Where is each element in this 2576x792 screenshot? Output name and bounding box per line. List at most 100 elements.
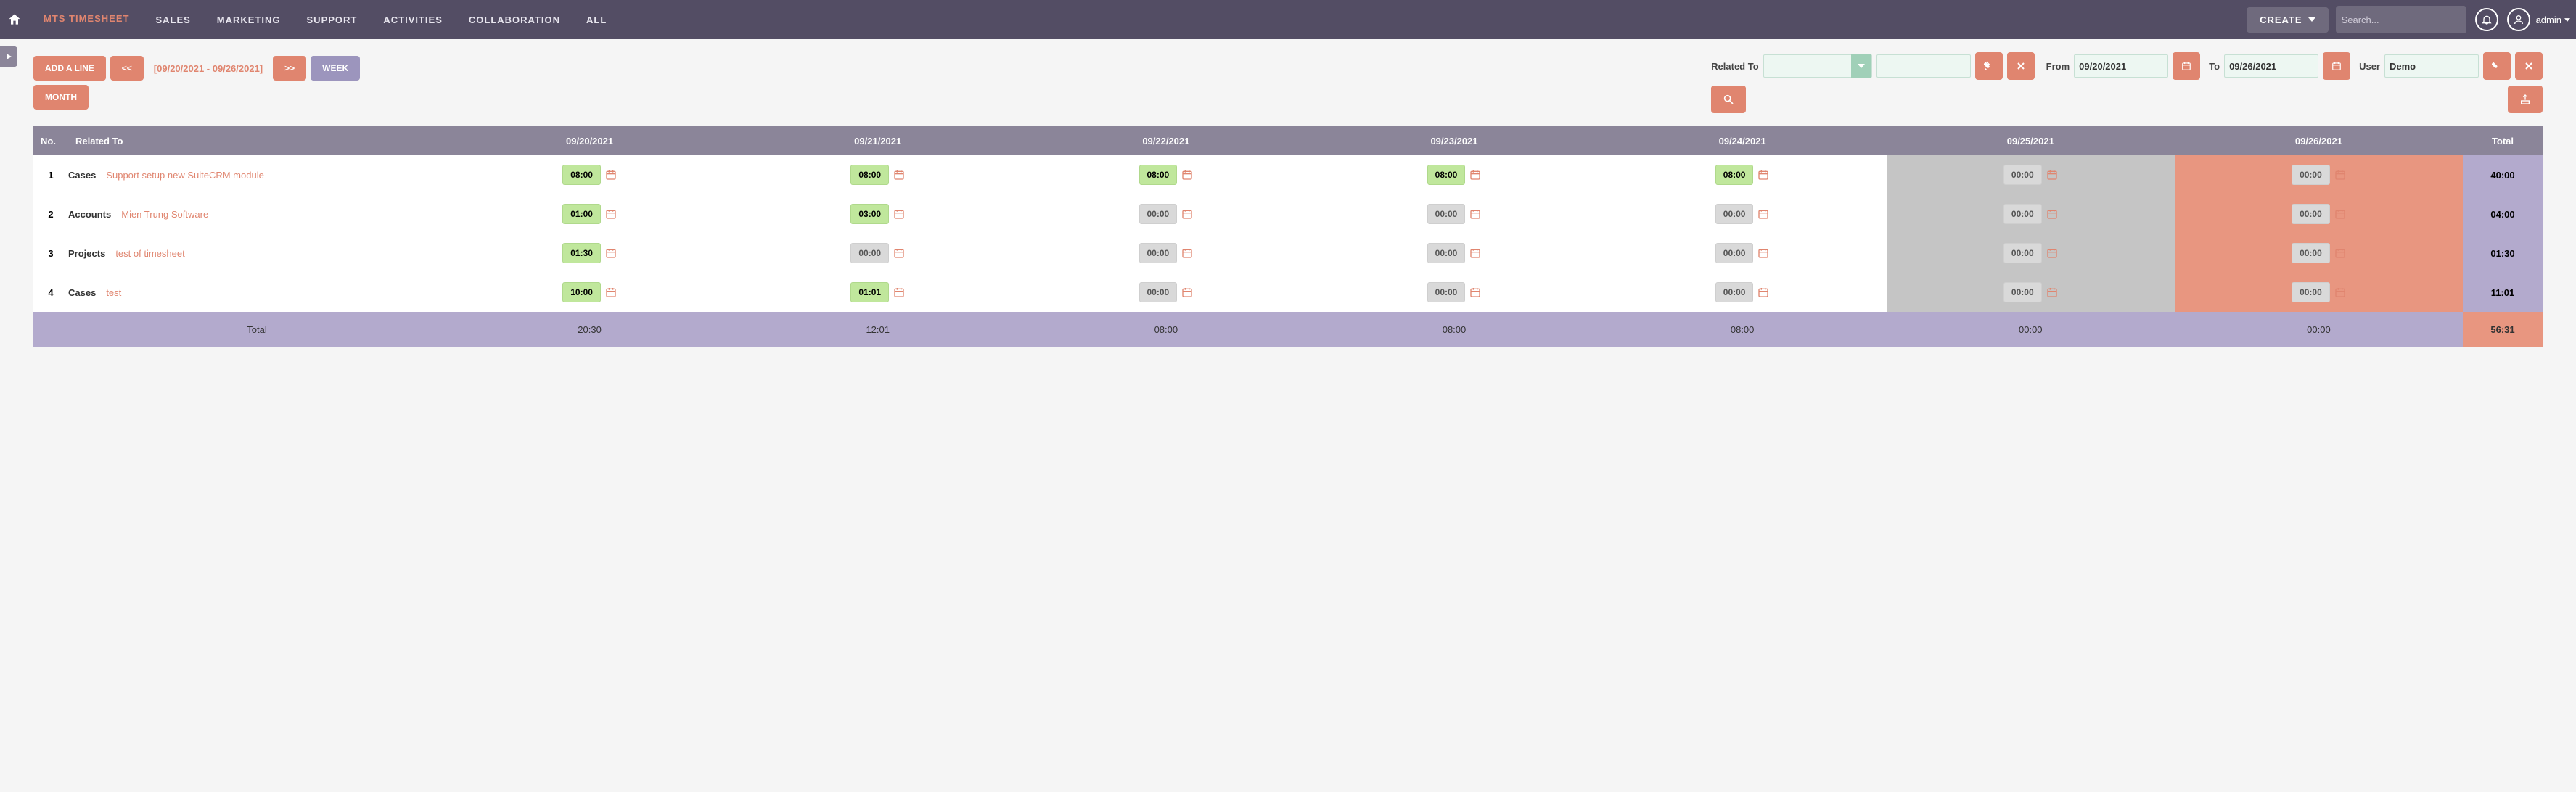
time-input[interactable]: 00:00 (1427, 243, 1466, 263)
search-input[interactable] (2342, 15, 2469, 25)
calendar-icon[interactable] (1757, 286, 1769, 298)
related-pick-button[interactable] (1975, 52, 2003, 80)
calendar-icon[interactable] (893, 286, 905, 298)
calendar-icon[interactable] (1181, 247, 1193, 259)
export-button[interactable] (2508, 86, 2543, 113)
calendar-icon[interactable] (893, 247, 905, 259)
calendar-icon[interactable] (605, 169, 617, 181)
from-label: From (2046, 61, 2070, 72)
time-input[interactable]: 01:00 (562, 204, 601, 224)
calendar-icon[interactable] (1757, 208, 1769, 220)
sidebar-toggle[interactable] (0, 46, 17, 67)
related-clear-button[interactable] (2007, 52, 2035, 80)
to-date-input[interactable] (2224, 54, 2318, 78)
from-date-input[interactable] (2074, 54, 2168, 78)
time-input[interactable]: 00:00 (1715, 243, 1754, 263)
calendar-icon[interactable] (893, 169, 905, 181)
time-input[interactable]: 00:00 (1715, 204, 1754, 224)
calendar-icon[interactable] (1181, 169, 1193, 181)
time-input[interactable]: 08:00 (562, 165, 601, 185)
time-input[interactable]: 01:01 (850, 282, 889, 302)
calendar-icon[interactable] (2046, 286, 2058, 298)
record-link[interactable]: test of timesheet (115, 248, 184, 259)
next-week-button[interactable]: >> (273, 56, 306, 81)
chevron-down-icon[interactable] (1851, 54, 1871, 78)
time-input[interactable]: 00:00 (2003, 165, 2042, 185)
notifications-icon[interactable] (2475, 8, 2498, 31)
time-input[interactable]: 10:00 (562, 282, 601, 302)
calendar-icon[interactable] (1757, 247, 1769, 259)
related-to-label: Related To (1711, 61, 1759, 72)
time-input[interactable]: 00:00 (1139, 243, 1178, 263)
search-box[interactable] (2336, 6, 2466, 33)
user-icon[interactable] (2507, 8, 2530, 31)
related-to-module-select[interactable] (1763, 54, 1872, 78)
calendar-icon[interactable] (1469, 286, 1481, 298)
record-link[interactable]: Mien Trung Software (121, 209, 208, 220)
to-calendar-button[interactable] (2323, 52, 2350, 80)
calendar-icon[interactable] (2334, 286, 2346, 298)
home-icon[interactable] (6, 11, 23, 28)
time-input[interactable]: 01:30 (562, 243, 601, 263)
calendar-icon[interactable] (1181, 208, 1193, 220)
time-input[interactable]: 00:00 (2292, 204, 2330, 224)
time-input[interactable]: 00:00 (1139, 282, 1178, 302)
nav-tab-support[interactable]: SUPPORT (294, 0, 371, 39)
time-input[interactable]: 00:00 (850, 243, 889, 263)
nav-tab-activities[interactable]: ACTIVITIES (370, 0, 456, 39)
calendar-icon[interactable] (1757, 169, 1769, 181)
time-input[interactable]: 00:00 (2292, 282, 2330, 302)
related-to-record-input[interactable] (1876, 54, 1971, 78)
time-input[interactable]: 00:00 (2003, 243, 2042, 263)
calendar-icon[interactable] (2046, 247, 2058, 259)
calendar-icon[interactable] (893, 208, 905, 220)
calendar-icon[interactable] (2334, 247, 2346, 259)
time-input[interactable]: 00:00 (2003, 282, 2042, 302)
calendar-icon[interactable] (605, 286, 617, 298)
time-input[interactable]: 03:00 (850, 204, 889, 224)
calendar-icon[interactable] (605, 208, 617, 220)
create-button[interactable]: CREATE (2247, 7, 2328, 33)
user-pick-button[interactable] (2483, 52, 2511, 80)
time-cell: 08:00 (1310, 155, 1598, 194)
add-line-button[interactable]: ADD A LINE (33, 56, 106, 81)
calendar-icon[interactable] (2334, 208, 2346, 220)
record-link[interactable]: test (106, 287, 121, 298)
nav-tab-mts-timesheet[interactable]: MTS TIMESHEET (30, 0, 142, 37)
record-link[interactable]: Support setup new SuiteCRM module (106, 170, 264, 181)
time-input[interactable]: 08:00 (1139, 165, 1178, 185)
time-input[interactable]: 08:00 (1715, 165, 1754, 185)
time-input[interactable]: 08:00 (850, 165, 889, 185)
user-clear-button[interactable] (2515, 52, 2543, 80)
user-filter-input[interactable] (2384, 54, 2479, 78)
nav-tab-marketing[interactable]: MARKETING (204, 0, 294, 39)
nav-tab-all[interactable]: ALL (573, 0, 620, 39)
time-input[interactable]: 00:00 (2292, 243, 2330, 263)
time-input[interactable]: 00:00 (1427, 282, 1466, 302)
calendar-icon[interactable] (1469, 169, 1481, 181)
calendar-icon[interactable] (2046, 208, 2058, 220)
time-input[interactable]: 00:00 (1715, 282, 1754, 302)
calendar-icon[interactable] (1469, 247, 1481, 259)
nav-tab-sales[interactable]: SALES (142, 0, 203, 39)
row-related: CasesSupport setup new SuiteCRM module (68, 170, 446, 181)
calendar-icon[interactable] (605, 247, 617, 259)
prev-week-button[interactable]: << (110, 56, 144, 81)
filter-search-button[interactable] (1711, 86, 1746, 113)
time-input[interactable]: 00:00 (2292, 165, 2330, 185)
calendar-icon[interactable] (2046, 169, 2058, 181)
time-input[interactable]: 00:00 (2003, 204, 2042, 224)
calendar-icon[interactable] (1181, 286, 1193, 298)
calendar-icon[interactable] (1469, 208, 1481, 220)
week-button[interactable]: WEEK (311, 56, 360, 81)
nav-tab-collaboration[interactable]: COLLABORATION (456, 0, 573, 39)
col-total: Total (2463, 136, 2543, 147)
month-button[interactable]: MONTH (33, 85, 89, 110)
calendar-icon[interactable] (2334, 169, 2346, 181)
row-related: Casestest (68, 287, 446, 298)
time-input[interactable]: 00:00 (1427, 204, 1466, 224)
time-input[interactable]: 00:00 (1139, 204, 1178, 224)
time-input[interactable]: 08:00 (1427, 165, 1466, 185)
user-menu[interactable]: admin (2536, 15, 2570, 25)
from-calendar-button[interactable] (2173, 52, 2200, 80)
